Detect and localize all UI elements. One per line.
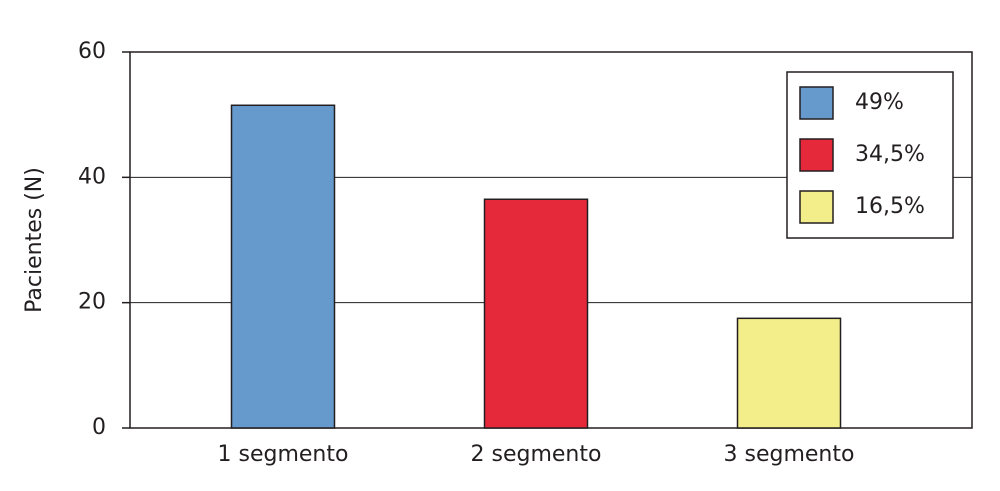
bar <box>483 198 589 429</box>
y-tick-label: 60 <box>78 39 106 64</box>
legend-label: 16,5% <box>855 194 925 219</box>
bar <box>736 317 842 429</box>
y-tick-label: 0 <box>92 415 106 440</box>
legend-swatch <box>799 138 834 172</box>
y-axis-label: Pacientes (N) <box>22 167 47 313</box>
x-tick-label: 2 segmento <box>471 442 602 467</box>
legend-label: 49% <box>855 90 904 115</box>
x-tick-label: 1 segmento <box>218 442 349 467</box>
legend-swatch <box>799 86 834 120</box>
legend-label: 34,5% <box>855 142 925 167</box>
bar <box>230 104 336 429</box>
y-tick-label: 40 <box>78 164 106 189</box>
y-tick-label: 20 <box>78 290 106 315</box>
x-tick-label: 3 segmento <box>724 442 855 467</box>
legend-swatch <box>799 190 834 224</box>
